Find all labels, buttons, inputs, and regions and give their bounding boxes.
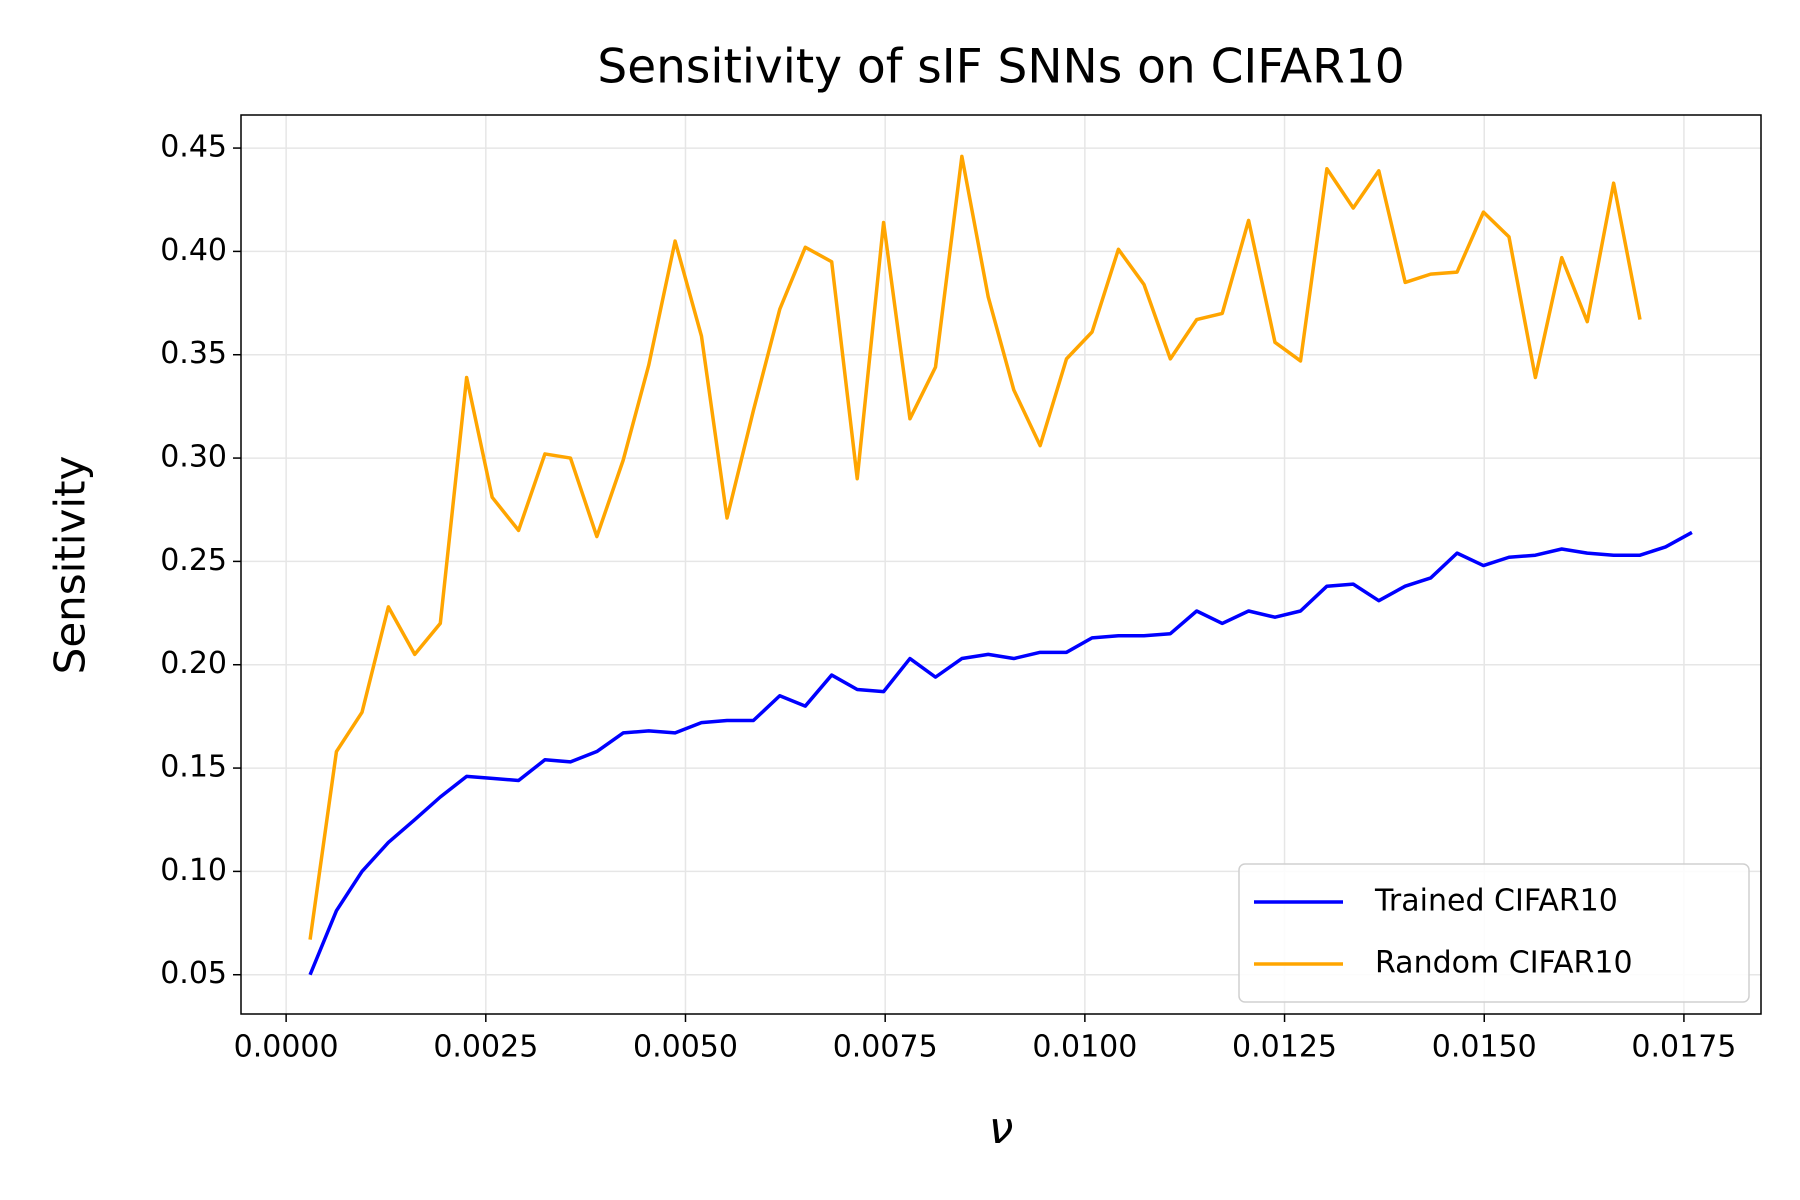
legend-label: Random CIFAR10	[1375, 946, 1633, 981]
data-line	[308, 530, 1693, 976]
x-axis-label: ν	[989, 1103, 1014, 1154]
y-tick-label: 0.10	[160, 853, 227, 888]
x-tick-label: 0.0075	[833, 1030, 938, 1065]
y-tick-label: 0.05	[160, 956, 227, 991]
y-tick-label: 0.45	[160, 130, 227, 165]
data-line	[308, 154, 1642, 940]
x-tick-label: 0.0100	[1032, 1030, 1137, 1065]
plot-frame	[240, 114, 1762, 1015]
y-tick-label: 0.35	[160, 336, 227, 371]
x-tick-label: 0.0125	[1232, 1030, 1337, 1065]
y-tick-label: 0.30	[160, 440, 227, 475]
x-tick-label: 0.0150	[1432, 1030, 1537, 1065]
legend-box	[1238, 863, 1750, 1003]
x-tick-label: 0.0050	[633, 1030, 738, 1065]
x-tick-label: 0.0175	[1631, 1030, 1736, 1065]
chart-title: Sensitivity of sIF SNNs on CIFAR10	[597, 40, 1404, 95]
y-tick-label: 0.25	[160, 543, 227, 578]
x-tick-label: 0.0000	[234, 1030, 339, 1065]
y-tick-label: 0.20	[160, 646, 227, 681]
y-tick-label: 0.40	[160, 233, 227, 268]
x-tick-label: 0.0025	[433, 1030, 538, 1065]
y-axis-label: Sensitivity	[46, 456, 95, 675]
y-tick-label: 0.15	[160, 750, 227, 785]
legend-label: Trained CIFAR10	[1374, 884, 1618, 919]
